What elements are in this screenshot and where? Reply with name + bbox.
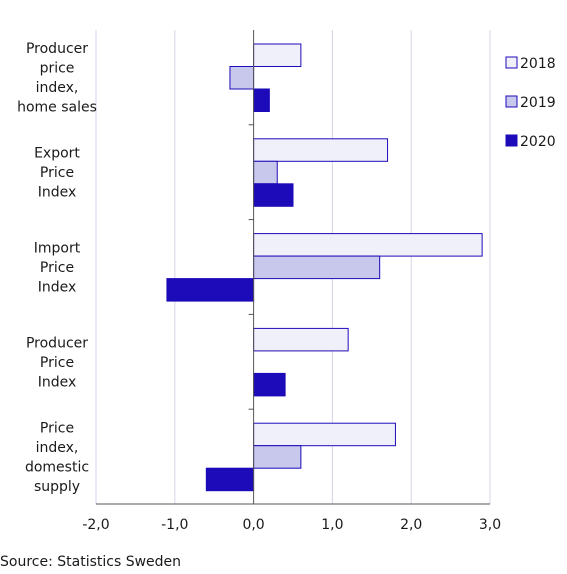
bar-2018-0 xyxy=(253,43,302,67)
x-tick-label: -2,0 xyxy=(82,517,109,533)
source-note: Source: Statistics Sweden xyxy=(0,554,181,570)
legend-swatch xyxy=(505,134,518,147)
x-tick-label: -1,0 xyxy=(161,517,188,533)
bar-2019-4 xyxy=(253,445,302,469)
bar-2020-1 xyxy=(253,183,294,207)
category-label: Producer Price Index xyxy=(26,335,88,390)
bars xyxy=(166,43,483,492)
category-label: Producer price index, home sales xyxy=(17,41,97,116)
x-tick-label: 3,0 xyxy=(479,517,501,533)
category-labels: Producer price index, home sales Export Price… xyxy=(17,41,97,495)
bar-2019-1 xyxy=(253,160,278,185)
x-tick-label: 0,0 xyxy=(242,517,264,533)
category-label: Export Price Index xyxy=(34,146,80,201)
bar-2020-3 xyxy=(253,372,286,397)
bar-2019-0 xyxy=(229,66,255,90)
bar-2020-2 xyxy=(166,278,255,302)
bar-2018-4 xyxy=(253,422,396,447)
legend-item-2018: 2018 xyxy=(505,56,556,72)
legend-item-2019: 2019 xyxy=(505,95,556,111)
tick-labels: -2,0 -1,0 0,0 1,0 2,0 3,0 xyxy=(82,517,501,533)
category-label: Price index, domestic supply xyxy=(25,420,89,495)
legend-swatch xyxy=(505,95,518,108)
legend: 2018 2019 2020 xyxy=(505,56,556,150)
legend-item-2020: 2020 xyxy=(505,134,556,150)
bar-2019-2 xyxy=(253,255,381,280)
axes xyxy=(96,30,490,505)
x-tick-label: 2,0 xyxy=(400,517,422,533)
legend-label: 2020 xyxy=(520,134,556,150)
bar-2020-4 xyxy=(205,467,255,492)
bar-2018-2 xyxy=(253,233,483,257)
legend-swatch xyxy=(505,56,518,69)
bar-2018-3 xyxy=(253,327,349,352)
x-tick-label: 1,0 xyxy=(321,517,343,533)
category-label: Import Price Index xyxy=(34,241,81,296)
bar-2020-0 xyxy=(253,88,270,112)
legend-label: 2019 xyxy=(520,95,556,111)
bar-2018-1 xyxy=(253,138,389,162)
legend-label: 2018 xyxy=(520,56,556,72)
